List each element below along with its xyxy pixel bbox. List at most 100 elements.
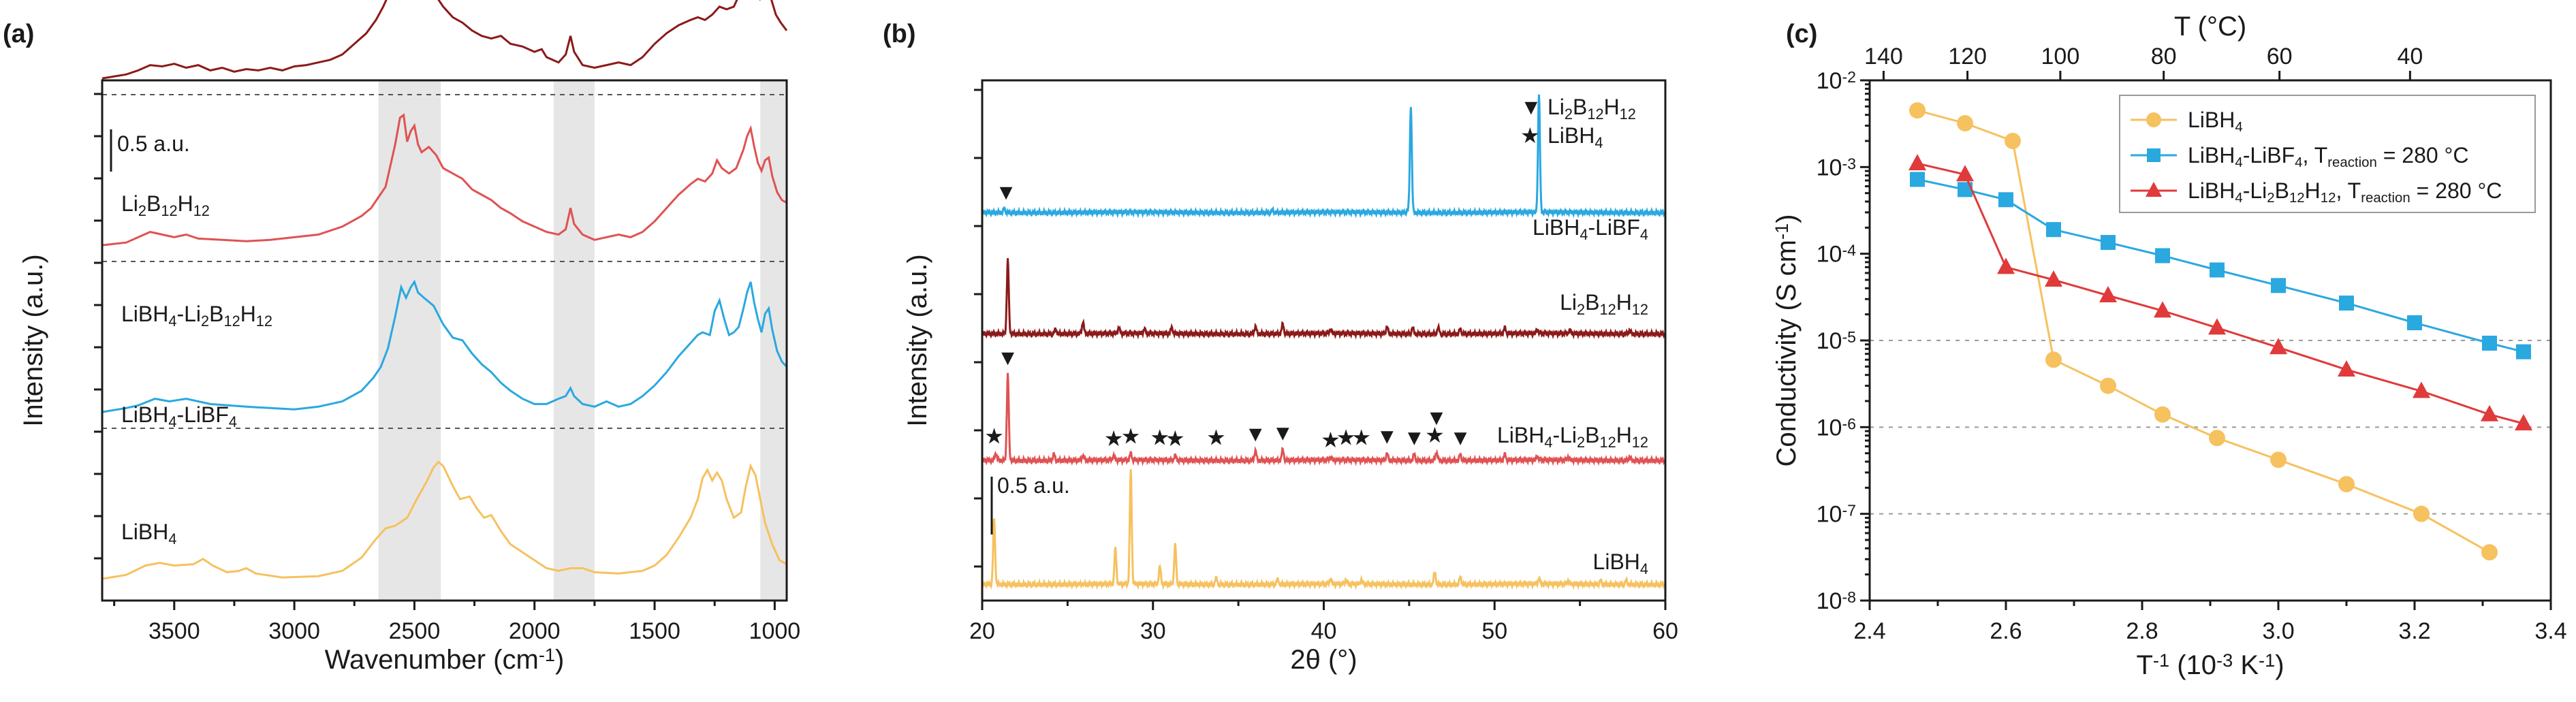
data-point [2413, 505, 2430, 522]
y-axis-label: Intensity (a.u.) [18, 254, 48, 426]
y-tick-label: 10-7 [1817, 501, 1856, 527]
y-tick-label: 10-3 [1817, 155, 1856, 180]
data-point [1957, 115, 1973, 132]
x-tick-label: 3500 [148, 618, 200, 644]
star-marker: ★ [1150, 425, 1169, 449]
x-tick-label: 50 [1481, 618, 1507, 644]
data-point [1997, 257, 2015, 274]
triangle-legend-icon: ▼ [1520, 95, 1542, 119]
x-axis-label: T-1 (10-3 K-1) [2136, 650, 2284, 680]
triangle-marker: ▼ [1244, 421, 1266, 446]
series-line-LiBH4-Li2B12H12 [101, 113, 787, 246]
shaded-region-1 [553, 80, 595, 601]
data-point [2045, 270, 2062, 287]
triangle-marker: ▼ [1272, 420, 1293, 445]
series-line-LiBH4-Li2B12H12, Treaction = 280 °C [1917, 162, 2524, 425]
x-axis-label: Wavenumber (cm-1) [325, 644, 565, 675]
y-tick-label: 10-6 [1817, 415, 1856, 441]
legend-label-LiBH4-Li2B12H12, Treaction = 280 °C: LiBH4-Li2B12H12, Treaction = 280 °C [2188, 178, 2502, 206]
triangle-marker: ▼ [997, 345, 1019, 370]
top-x-tick-label: 140 [1864, 44, 1903, 69]
x-tick-label: 1500 [629, 618, 680, 644]
star-legend-icon: ★ [1520, 123, 1540, 148]
data-point [1909, 102, 1926, 119]
x-tick-label: 2.6 [1990, 618, 2022, 644]
panel-b: ★ ★★ ★★ ★ ▼ ▼ ★★★ ▼ ▼ ★▼▼▼▼LiBH4LiBH4-Li2B12H12Li… [883, 20, 1678, 675]
plot-frame [101, 79, 788, 602]
scale-bar-label: 0.5 a.u. [117, 131, 190, 156]
series-label-LiBH4-LiBF4: LiBH4-LiBF4 [1533, 215, 1648, 243]
data-point [2154, 301, 2171, 318]
star-marker: ★ [1351, 425, 1371, 449]
x-tick-label: 3000 [268, 618, 320, 644]
series-line-LiBH4-LiBF4 [981, 94, 1667, 219]
data-point [1958, 182, 1973, 197]
star-marker: ★ [1321, 428, 1340, 452]
data-point [2516, 344, 2531, 360]
top-axis-label: T (°C) [2174, 12, 2246, 42]
data-point [2338, 360, 2355, 377]
data-point [2413, 381, 2430, 398]
data-point [1998, 192, 2013, 208]
x-tick-label: 2500 [389, 618, 441, 644]
shaded-region-0 [378, 80, 441, 601]
series-label-LiBH4-LiBF4: LiBH4-LiBF4 [121, 402, 237, 430]
legend-label-LiBH4: LiBH4 [1548, 123, 1603, 151]
y-tick-label: 10-5 [1817, 328, 1856, 354]
legend-box [2119, 95, 2536, 213]
data-point [2101, 235, 2116, 251]
star-marker: ★ [1104, 426, 1124, 451]
x-tick-label: 2.4 [1853, 618, 1885, 644]
data-point [2338, 476, 2355, 493]
legend-label-LiBH4-LiBF4, Treaction = 280 °C: LiBH4-LiBF4, Treaction = 280 °C [2188, 143, 2468, 170]
legend-label-LiBH4: LiBH4 [2188, 108, 2243, 135]
series-label-LiBH4-Li2B12H12: LiBH4-Li2B12H12 [121, 302, 272, 330]
series-label-Li2B12H12: Li2B12H12 [121, 191, 210, 219]
series-label-LiBH4: LiBH4 [1593, 549, 1648, 577]
legend-label-Li2B12H12: Li2B12H12 [1548, 95, 1636, 123]
legend-marker [2146, 182, 2162, 197]
top-x-tick-label: 40 [2397, 44, 2423, 69]
triangle-marker: ▼ [995, 180, 1017, 204]
panel-a: LiBH4 LiBH4-LiBF4 LiBH4-Li2B12H12 Li2B12H12… [3, 0, 800, 675]
data-point [2210, 262, 2225, 278]
data-point [2208, 318, 2226, 335]
data-point [1909, 154, 1926, 171]
data-point [2209, 430, 2225, 447]
data-point [2271, 278, 2286, 293]
panel-label-c: (c) [1786, 20, 1817, 48]
series-label-LiBH4: LiBH4 [121, 520, 176, 547]
star-marker: ★ [1206, 425, 1226, 449]
triangle-marker: ▼ [1449, 425, 1471, 449]
series-line-LiBH4 [101, 460, 787, 580]
x-tick-label: 2.8 [2126, 618, 2158, 644]
data-point [2099, 285, 2117, 302]
data-point [1910, 172, 1925, 187]
y-axis-label: Conductivity (S cm-1) [1771, 214, 1802, 467]
data-point [1956, 165, 1974, 182]
x-tick-label: 40 [1311, 618, 1337, 644]
series-line-Li2B12H12 [101, 0, 788, 80]
data-point [2046, 222, 2061, 238]
x-tick-label: 30 [1140, 618, 1166, 644]
triangle-marker: ▼ [1404, 425, 1426, 449]
data-point [2155, 248, 2170, 264]
top-x-tick-label: 60 [2267, 44, 2293, 69]
series-label-LiBH4-Li2B12H12: LiBH4-Li2B12H12 [1497, 423, 1648, 451]
star-marker: ★ [984, 424, 1004, 449]
data-point [2339, 296, 2354, 311]
y-tick-label: 10-2 [1817, 68, 1856, 94]
top-x-tick-label: 80 [2151, 44, 2177, 69]
triangle-marker: ▼ [1426, 405, 1447, 430]
data-point [2100, 377, 2116, 394]
x-tick-label: 3.0 [2262, 618, 2294, 644]
plot-frame [981, 79, 1667, 602]
data-point [2005, 133, 2021, 150]
series-line-LiBH4-LiBF4 [101, 279, 788, 413]
legend-marker [2146, 112, 2161, 127]
x-tick-label: 60 [1652, 618, 1678, 644]
series-line-LiBH4 [981, 469, 1667, 590]
series-line-Li2B12H12 [981, 258, 1667, 340]
top-x-tick-label: 100 [2041, 44, 2080, 69]
